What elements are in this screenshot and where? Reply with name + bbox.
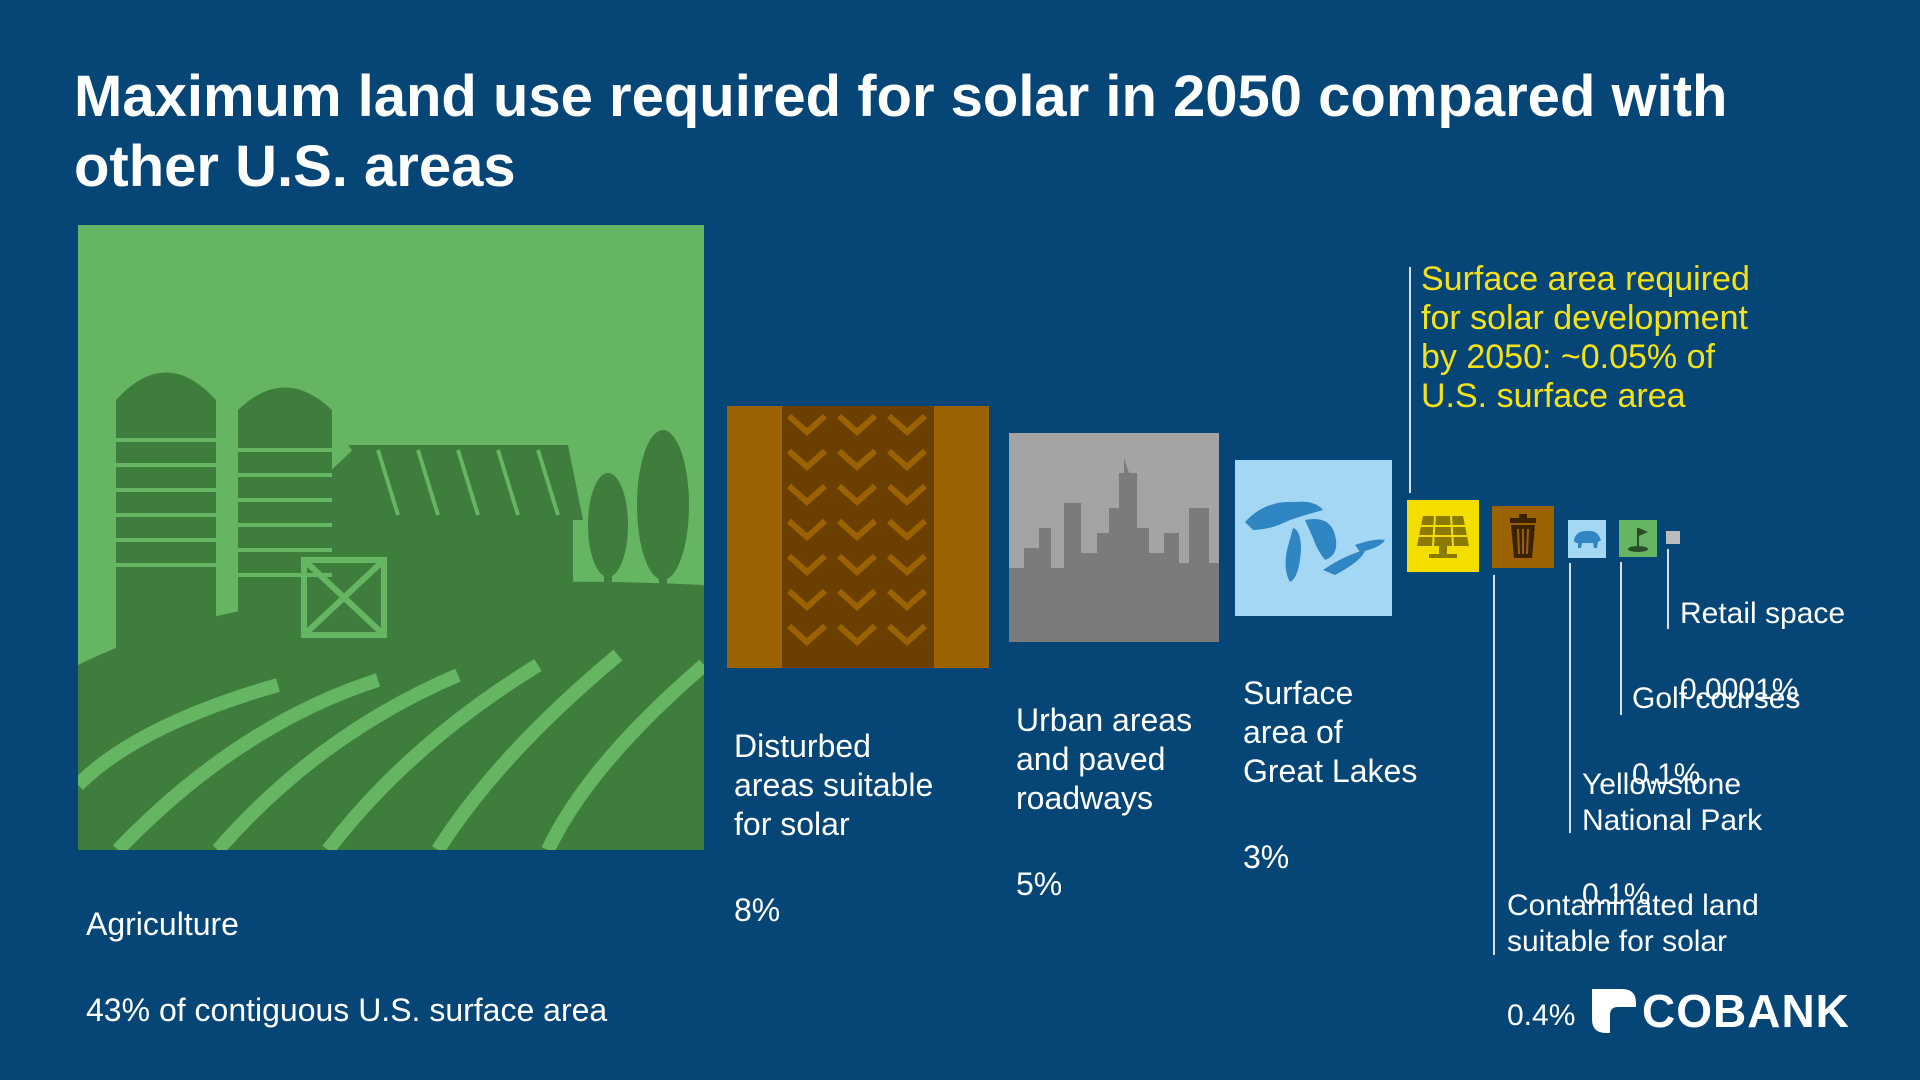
urban-value: 5% [1016,866,1063,902]
retail-label: Retail space 0.0001% [1680,560,1845,744]
agriculture-label: Agriculture 43% of contiguous U.S. surfa… [86,866,607,1069]
retail-name: Retail space [1680,597,1846,630]
retail-leader-line [1667,549,1669,629]
golf-leader-line [1620,562,1622,715]
contaminated-label: Contaminated land suitable for solar 0.4… [1507,852,1759,1070]
agriculture-name: Agriculture [86,906,239,942]
agriculture-value: 43% of contiguous U.S. surface area [86,992,608,1028]
farm-icon [78,372,704,850]
yellowstone-leader-line [1569,563,1571,833]
agriculture-tile [78,225,704,850]
disturbed-label: Disturbed areas suitable for solar 8% [734,688,933,969]
trash-can-icon [1510,514,1536,558]
yellowstone-tile [1568,520,1606,558]
city-skyline-icon [1009,458,1219,642]
lakes-label: Surface area of Great Lakes 3% [1243,635,1417,916]
golf-label: Golf courses 0.1% [1632,645,1800,829]
solar-tile [1407,500,1479,572]
yellowstone-name: Yellowstone National Park [1582,768,1763,837]
great-lakes-icon [1245,501,1385,582]
contaminated-tile [1492,506,1554,568]
chart-title: Maximum land use required for solar in 2… [74,64,1728,199]
yellowstone-value: 0.1% [1582,878,1651,911]
golf-name: Golf courses [1632,682,1801,715]
golf-flag-icon [1628,528,1648,552]
tire-track-icon [782,406,934,668]
bison-icon [1574,530,1601,548]
lakes-name: Surface area of Great Lakes [1243,675,1418,789]
yellowstone-label: Yellowstone National Park 0.1% [1582,731,1762,949]
disturbed-tile [727,406,989,668]
golf-tile [1619,520,1657,557]
solar-panel-icon [1417,515,1469,558]
cobank-logo-text: COBANK [1642,985,1850,1037]
urban-tile [1009,433,1219,642]
retail-value: 0.0001% [1680,673,1799,706]
disturbed-value: 8% [734,892,781,928]
retail-tile [1666,531,1680,544]
contaminated-value: 0.4% [1507,999,1576,1032]
solar-callout: Surface area required for solar developm… [1421,260,1750,415]
disturbed-name: Disturbed areas suitable for solar [734,728,934,842]
contaminated-name: Contaminated land suitable for solar [1507,889,1759,958]
golf-value: 0.1% [1632,758,1701,791]
urban-name: Urban areas and paved roadways [1016,702,1193,816]
lakes-value: 3% [1243,839,1290,875]
solar-leader-line [1409,267,1411,493]
urban-label: Urban areas and paved roadways 5% [1016,662,1192,943]
lakes-tile [1235,460,1392,616]
cobank-logo-icon [1592,989,1636,1033]
cobank-logo: COBANK [1592,984,1850,1038]
contaminated-leader-line [1493,575,1495,955]
